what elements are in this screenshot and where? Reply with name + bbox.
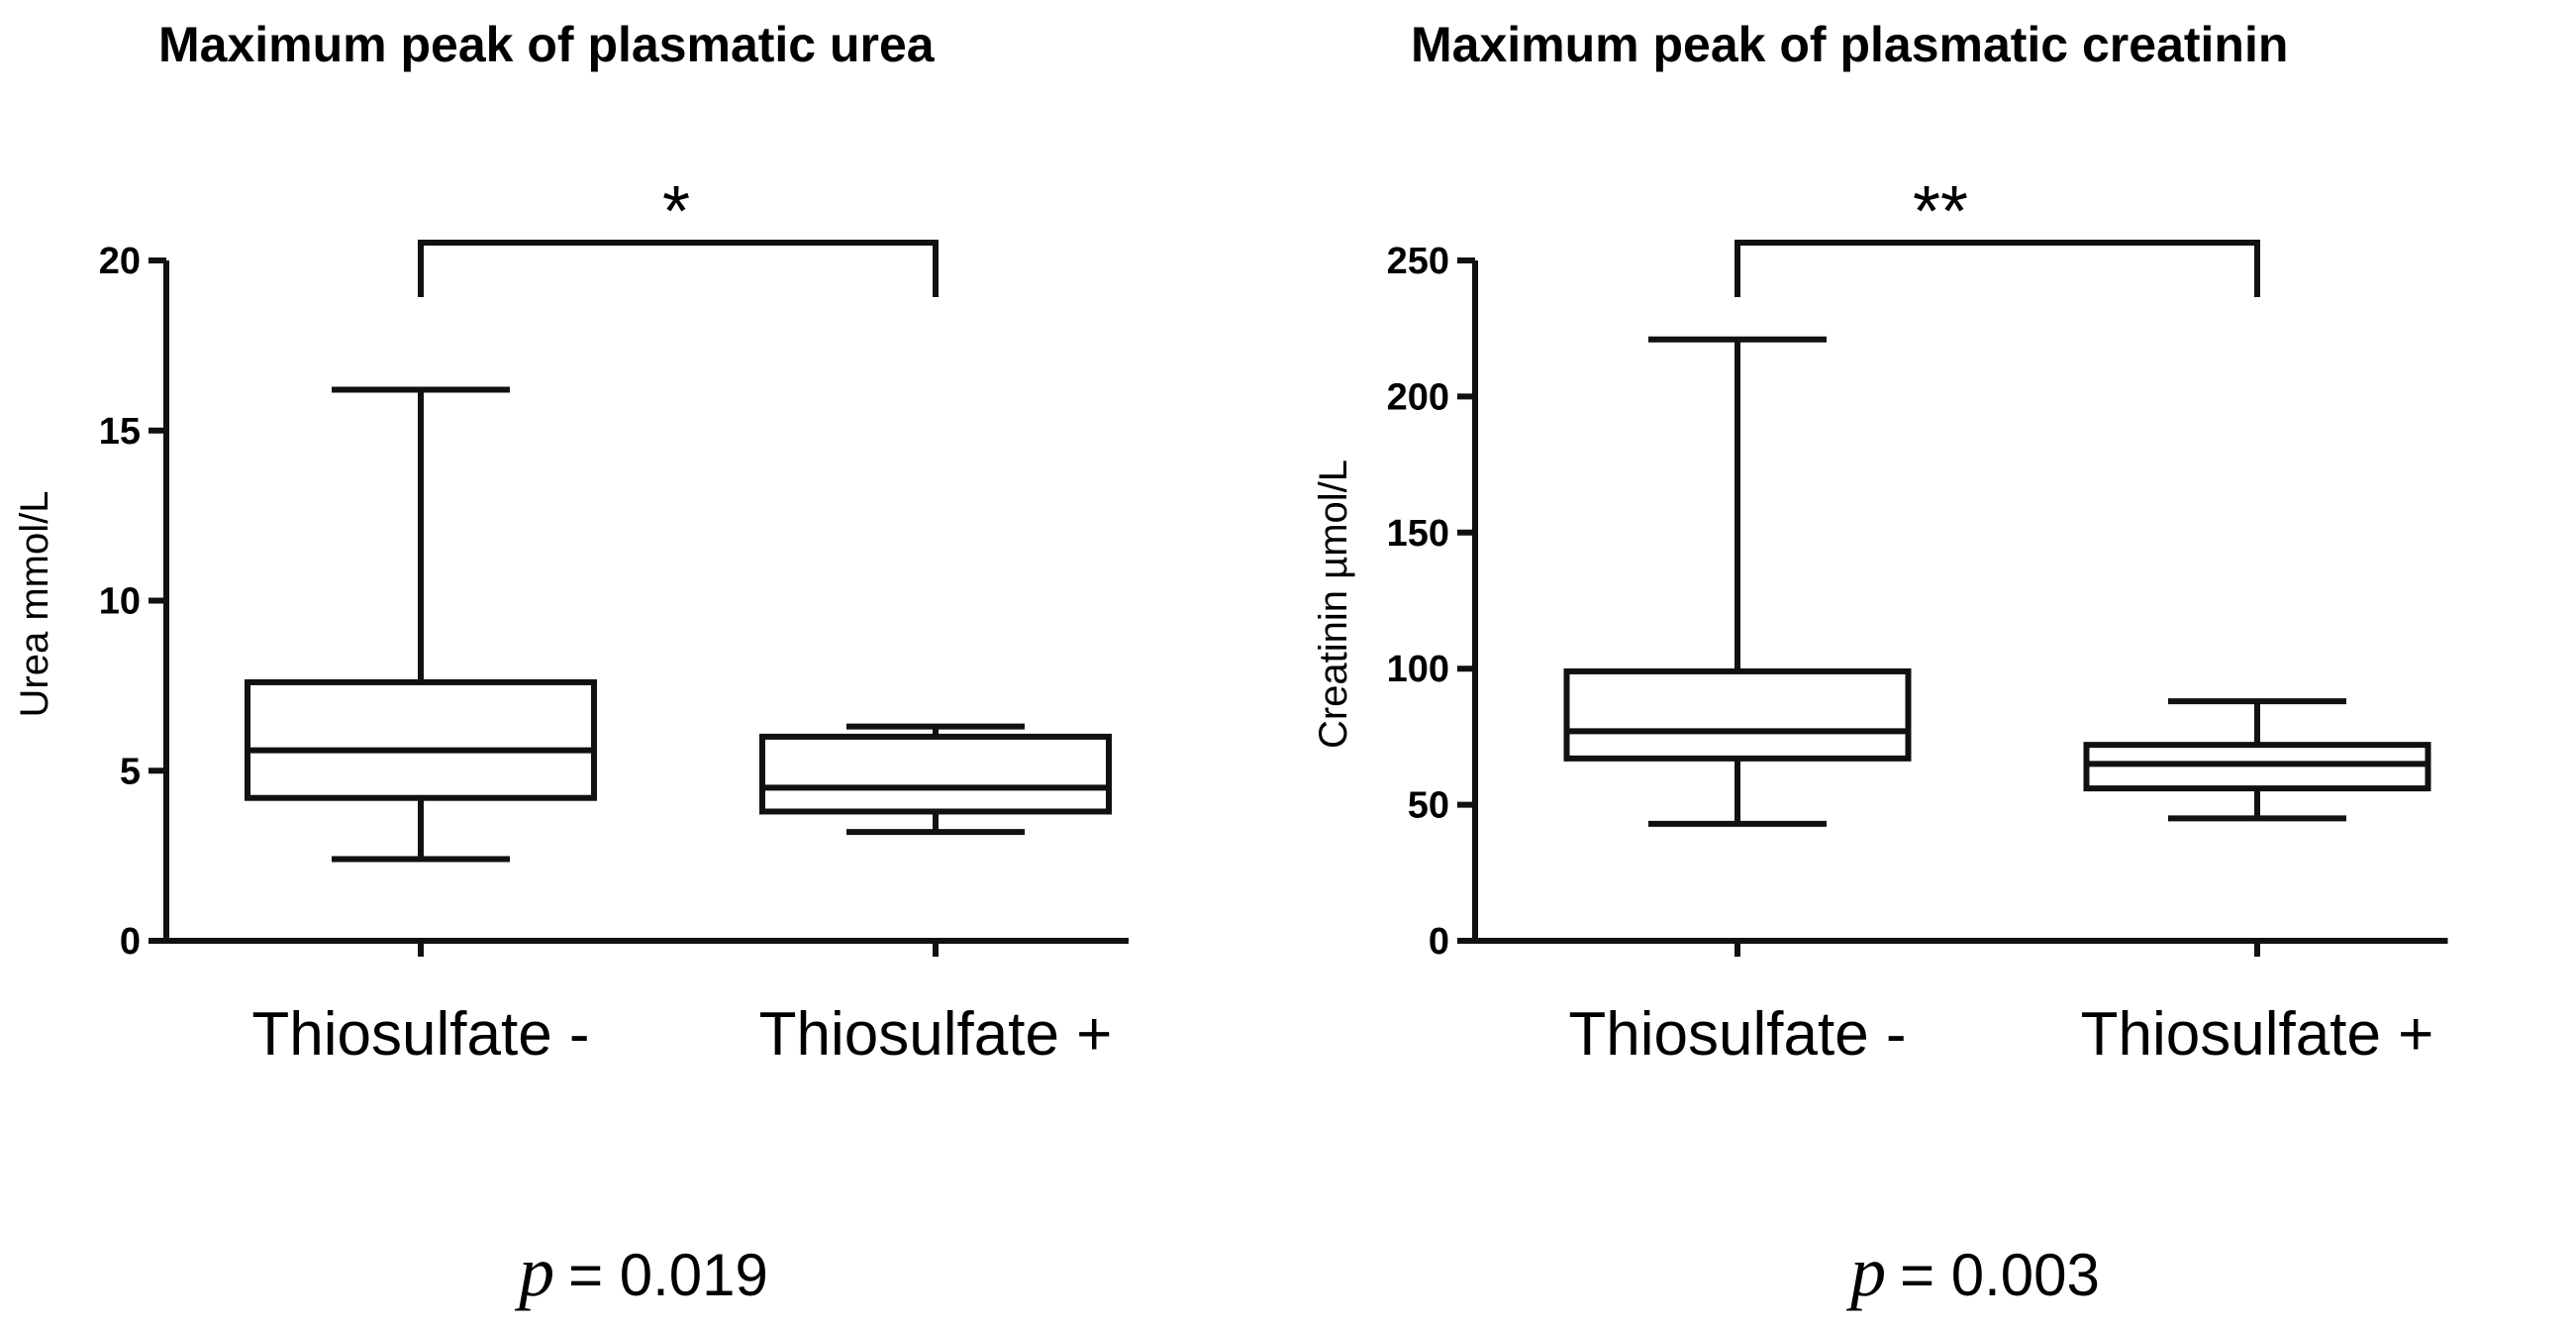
urea-p-value: p = 0.019 [514,1232,768,1311]
creatinin-box-2 [2083,698,2431,822]
urea-chart-title: Maximum peak of plasmatic urea [158,17,936,72]
urea-y-tick-label: 15 [99,411,141,453]
interquartile-box [1563,667,1912,762]
creatinin-significance-marker: ** [1913,172,1968,252]
urea-x-category-2: Thiosulfate + [759,1000,1113,1069]
creatinin-box-1 [1563,336,1912,827]
creatinin-axes: 0 50 100 150 200 250 [1387,241,2448,963]
urea-y-tick-label: 10 [99,581,141,623]
creatinin-panel: Maximum peak of plasmatic creatinin Crea… [1312,17,2448,1311]
urea-y-tick-label: 0 [120,921,141,963]
urea-axes: 0 5 10 15 20 [99,241,1129,963]
urea-panel: Maximum peak of plasmatic urea Urea mmol… [13,17,1129,1311]
creatinin-y-tick-label: 200 [1387,376,1449,418]
creatinin-y-tick-label: 150 [1387,513,1449,555]
creatinin-y-tick-label: 250 [1387,241,1449,282]
urea-box-2 [759,723,1112,836]
urea-y-axis-label: Urea mmol/L [13,491,56,718]
urea-y-tick-label: 20 [99,241,141,282]
creatinin-significance-bracket [1734,240,2260,297]
creatinin-y-tick-label: 0 [1429,921,1449,963]
creatinin-x-category-1: Thiosulfate - [1568,1000,1906,1069]
creatinin-p-symbol: p [1845,1232,1886,1311]
urea-p-number: = 0.019 [568,1242,768,1308]
urea-boxes [245,386,1112,863]
creatinin-y-tick-label: 100 [1387,649,1449,690]
creatinin-y-axis-label: Creatinin µmol/L [1312,460,1355,749]
creatinin-x-category-2: Thiosulfate + [2081,1000,2434,1069]
interquartile-box [245,678,597,801]
urea-significance-bracket [418,240,939,297]
urea-significance-marker: * [662,172,690,252]
urea-box-1 [245,386,597,863]
urea-p-symbol: p [514,1232,554,1311]
interquartile-box [759,733,1112,815]
urea-x-category-1: Thiosulfate - [251,1000,589,1069]
urea-y-tick-label: 5 [120,751,141,792]
creatinin-y-tick-label: 50 [1408,785,1449,827]
creatinin-p-number: = 0.003 [1900,1242,2100,1308]
creatinin-p-value: p = 0.003 [1845,1232,2100,1311]
creatinin-chart-title: Maximum peak of plasmatic creatinin [1411,17,2288,72]
creatinin-boxes [1563,336,2431,827]
